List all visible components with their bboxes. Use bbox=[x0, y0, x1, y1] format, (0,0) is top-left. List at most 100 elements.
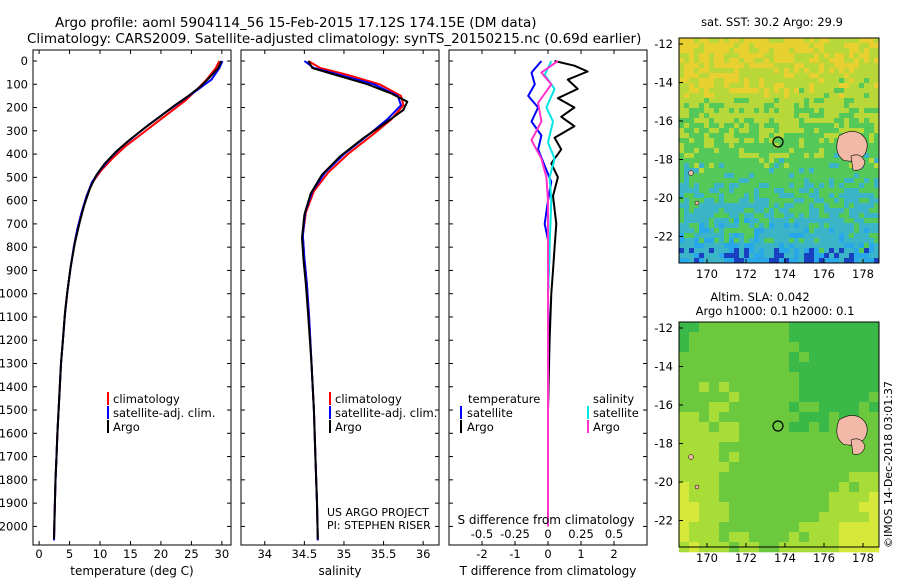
map-cell bbox=[679, 253, 685, 259]
map-cell bbox=[839, 442, 850, 453]
map-cell bbox=[749, 63, 755, 69]
map-cell bbox=[824, 103, 830, 109]
map-cell bbox=[724, 38, 730, 44]
map-cell bbox=[824, 93, 830, 99]
map-cell bbox=[809, 258, 815, 264]
map-cell bbox=[774, 168, 780, 174]
map-cell bbox=[789, 103, 795, 109]
map-cell bbox=[829, 128, 835, 134]
map-cell bbox=[874, 238, 880, 244]
map-cell bbox=[814, 123, 820, 129]
map-cell bbox=[819, 243, 825, 249]
map-cell bbox=[789, 223, 795, 229]
map-cell bbox=[869, 362, 880, 373]
map-cell bbox=[739, 153, 745, 159]
map-cell bbox=[679, 188, 685, 194]
map-cell bbox=[839, 352, 850, 363]
map-cell bbox=[744, 88, 750, 94]
map-cell bbox=[809, 193, 815, 199]
map-cell bbox=[859, 208, 865, 214]
map-cell bbox=[754, 113, 760, 119]
map-cell bbox=[719, 198, 725, 204]
map-cell bbox=[719, 522, 730, 533]
map-cell bbox=[719, 243, 725, 249]
map-cell bbox=[829, 148, 835, 154]
map-cell bbox=[794, 253, 800, 259]
map-cell bbox=[729, 98, 735, 104]
map-cell bbox=[869, 228, 875, 234]
map-cell bbox=[684, 78, 690, 84]
map-cell bbox=[839, 168, 845, 174]
map-cell bbox=[704, 148, 710, 154]
map-cell bbox=[684, 68, 690, 74]
map-cell bbox=[859, 93, 865, 99]
map-cell bbox=[719, 412, 730, 423]
lat-tick-label: -16 bbox=[654, 114, 673, 128]
map-cell bbox=[829, 223, 835, 229]
map-cell bbox=[849, 382, 860, 393]
map-cell bbox=[709, 258, 715, 264]
map-cell bbox=[829, 372, 840, 383]
map-cell bbox=[834, 93, 840, 99]
map-cell bbox=[759, 322, 770, 333]
map-cell bbox=[699, 68, 705, 74]
map-cell bbox=[704, 108, 710, 114]
map-cell bbox=[749, 208, 755, 214]
salinity-plot: 34 34.5 35 35.5 36 bbox=[257, 50, 430, 561]
map-cell bbox=[744, 248, 750, 254]
map-cell bbox=[739, 372, 750, 383]
map-cell bbox=[724, 228, 730, 234]
map-cell bbox=[779, 332, 790, 343]
map-cell bbox=[849, 48, 855, 54]
map-cell bbox=[834, 128, 840, 134]
map-cell bbox=[699, 452, 710, 463]
map-cell bbox=[679, 48, 685, 54]
map-cell bbox=[849, 183, 855, 189]
map-cell bbox=[734, 98, 740, 104]
legend-satellite-label: satellite-adj. clim. bbox=[113, 406, 215, 420]
map-cell bbox=[769, 442, 780, 453]
map-cell bbox=[709, 392, 720, 403]
map-cell bbox=[834, 38, 840, 44]
map-cell bbox=[834, 43, 840, 49]
map-cell bbox=[774, 228, 780, 234]
x-tick-label: 35 bbox=[337, 547, 352, 561]
map-cell bbox=[719, 48, 725, 54]
map-cell bbox=[739, 113, 745, 119]
map-cell bbox=[689, 432, 700, 443]
map-cell bbox=[749, 108, 755, 114]
map-cell bbox=[804, 178, 810, 184]
map-cell bbox=[729, 168, 735, 174]
map-cell bbox=[744, 208, 750, 214]
map-cell bbox=[869, 53, 875, 59]
map-cell bbox=[849, 238, 855, 244]
map-cell bbox=[834, 58, 840, 64]
map-cell bbox=[829, 492, 840, 503]
map-cell bbox=[709, 103, 715, 109]
map-cell bbox=[719, 63, 725, 69]
map-cell bbox=[684, 123, 690, 129]
map-cell bbox=[704, 123, 710, 129]
map-cell bbox=[829, 442, 840, 453]
map-cell bbox=[829, 402, 840, 413]
map-cell bbox=[779, 113, 785, 119]
map-cell bbox=[814, 118, 820, 124]
map-cell bbox=[804, 203, 810, 209]
map-cell bbox=[754, 218, 760, 224]
map-cell bbox=[849, 362, 860, 373]
map-cell bbox=[699, 253, 705, 259]
map-cell bbox=[759, 342, 770, 353]
map-cell bbox=[864, 78, 870, 84]
map-cell bbox=[859, 522, 870, 533]
map-cell bbox=[754, 38, 760, 44]
map-cell bbox=[729, 382, 740, 393]
map-cell bbox=[709, 472, 720, 483]
map-cell bbox=[824, 118, 830, 124]
map-cell bbox=[749, 153, 755, 159]
lat-tick-label: -20 bbox=[654, 475, 673, 489]
map-cell bbox=[784, 193, 790, 199]
map-cell bbox=[744, 158, 750, 164]
map-cell bbox=[694, 193, 700, 199]
map-cell bbox=[844, 103, 850, 109]
